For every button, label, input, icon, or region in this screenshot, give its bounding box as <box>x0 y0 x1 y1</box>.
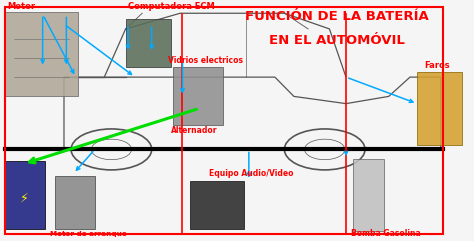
Text: Motor de arranque: Motor de arranque <box>50 231 127 237</box>
Text: Equipo Audio/Video: Equipo Audio/Video <box>209 169 293 178</box>
Text: Computadora ECM: Computadora ECM <box>128 1 215 11</box>
Text: Vidrios electricos: Vidrios electricos <box>168 56 243 65</box>
Bar <box>173 67 223 125</box>
Text: EN EL AUTOMÓVIL: EN EL AUTOMÓVIL <box>269 34 404 47</box>
Text: Bomba Gasolina: Bomba Gasolina <box>351 229 420 238</box>
Text: ⚡: ⚡ <box>20 191 29 204</box>
Bar <box>5 12 78 96</box>
Text: Faros: Faros <box>424 60 450 70</box>
Text: Motor: Motor <box>7 1 35 11</box>
Bar <box>55 176 95 229</box>
Bar <box>417 72 462 145</box>
Bar <box>353 159 384 231</box>
Bar <box>5 161 45 229</box>
Text: Alternador: Alternador <box>171 126 217 135</box>
Bar <box>126 19 171 67</box>
Text: FUNCIÓN DE LA BATERÍA: FUNCIÓN DE LA BATERÍA <box>245 10 428 23</box>
Bar <box>190 181 244 229</box>
